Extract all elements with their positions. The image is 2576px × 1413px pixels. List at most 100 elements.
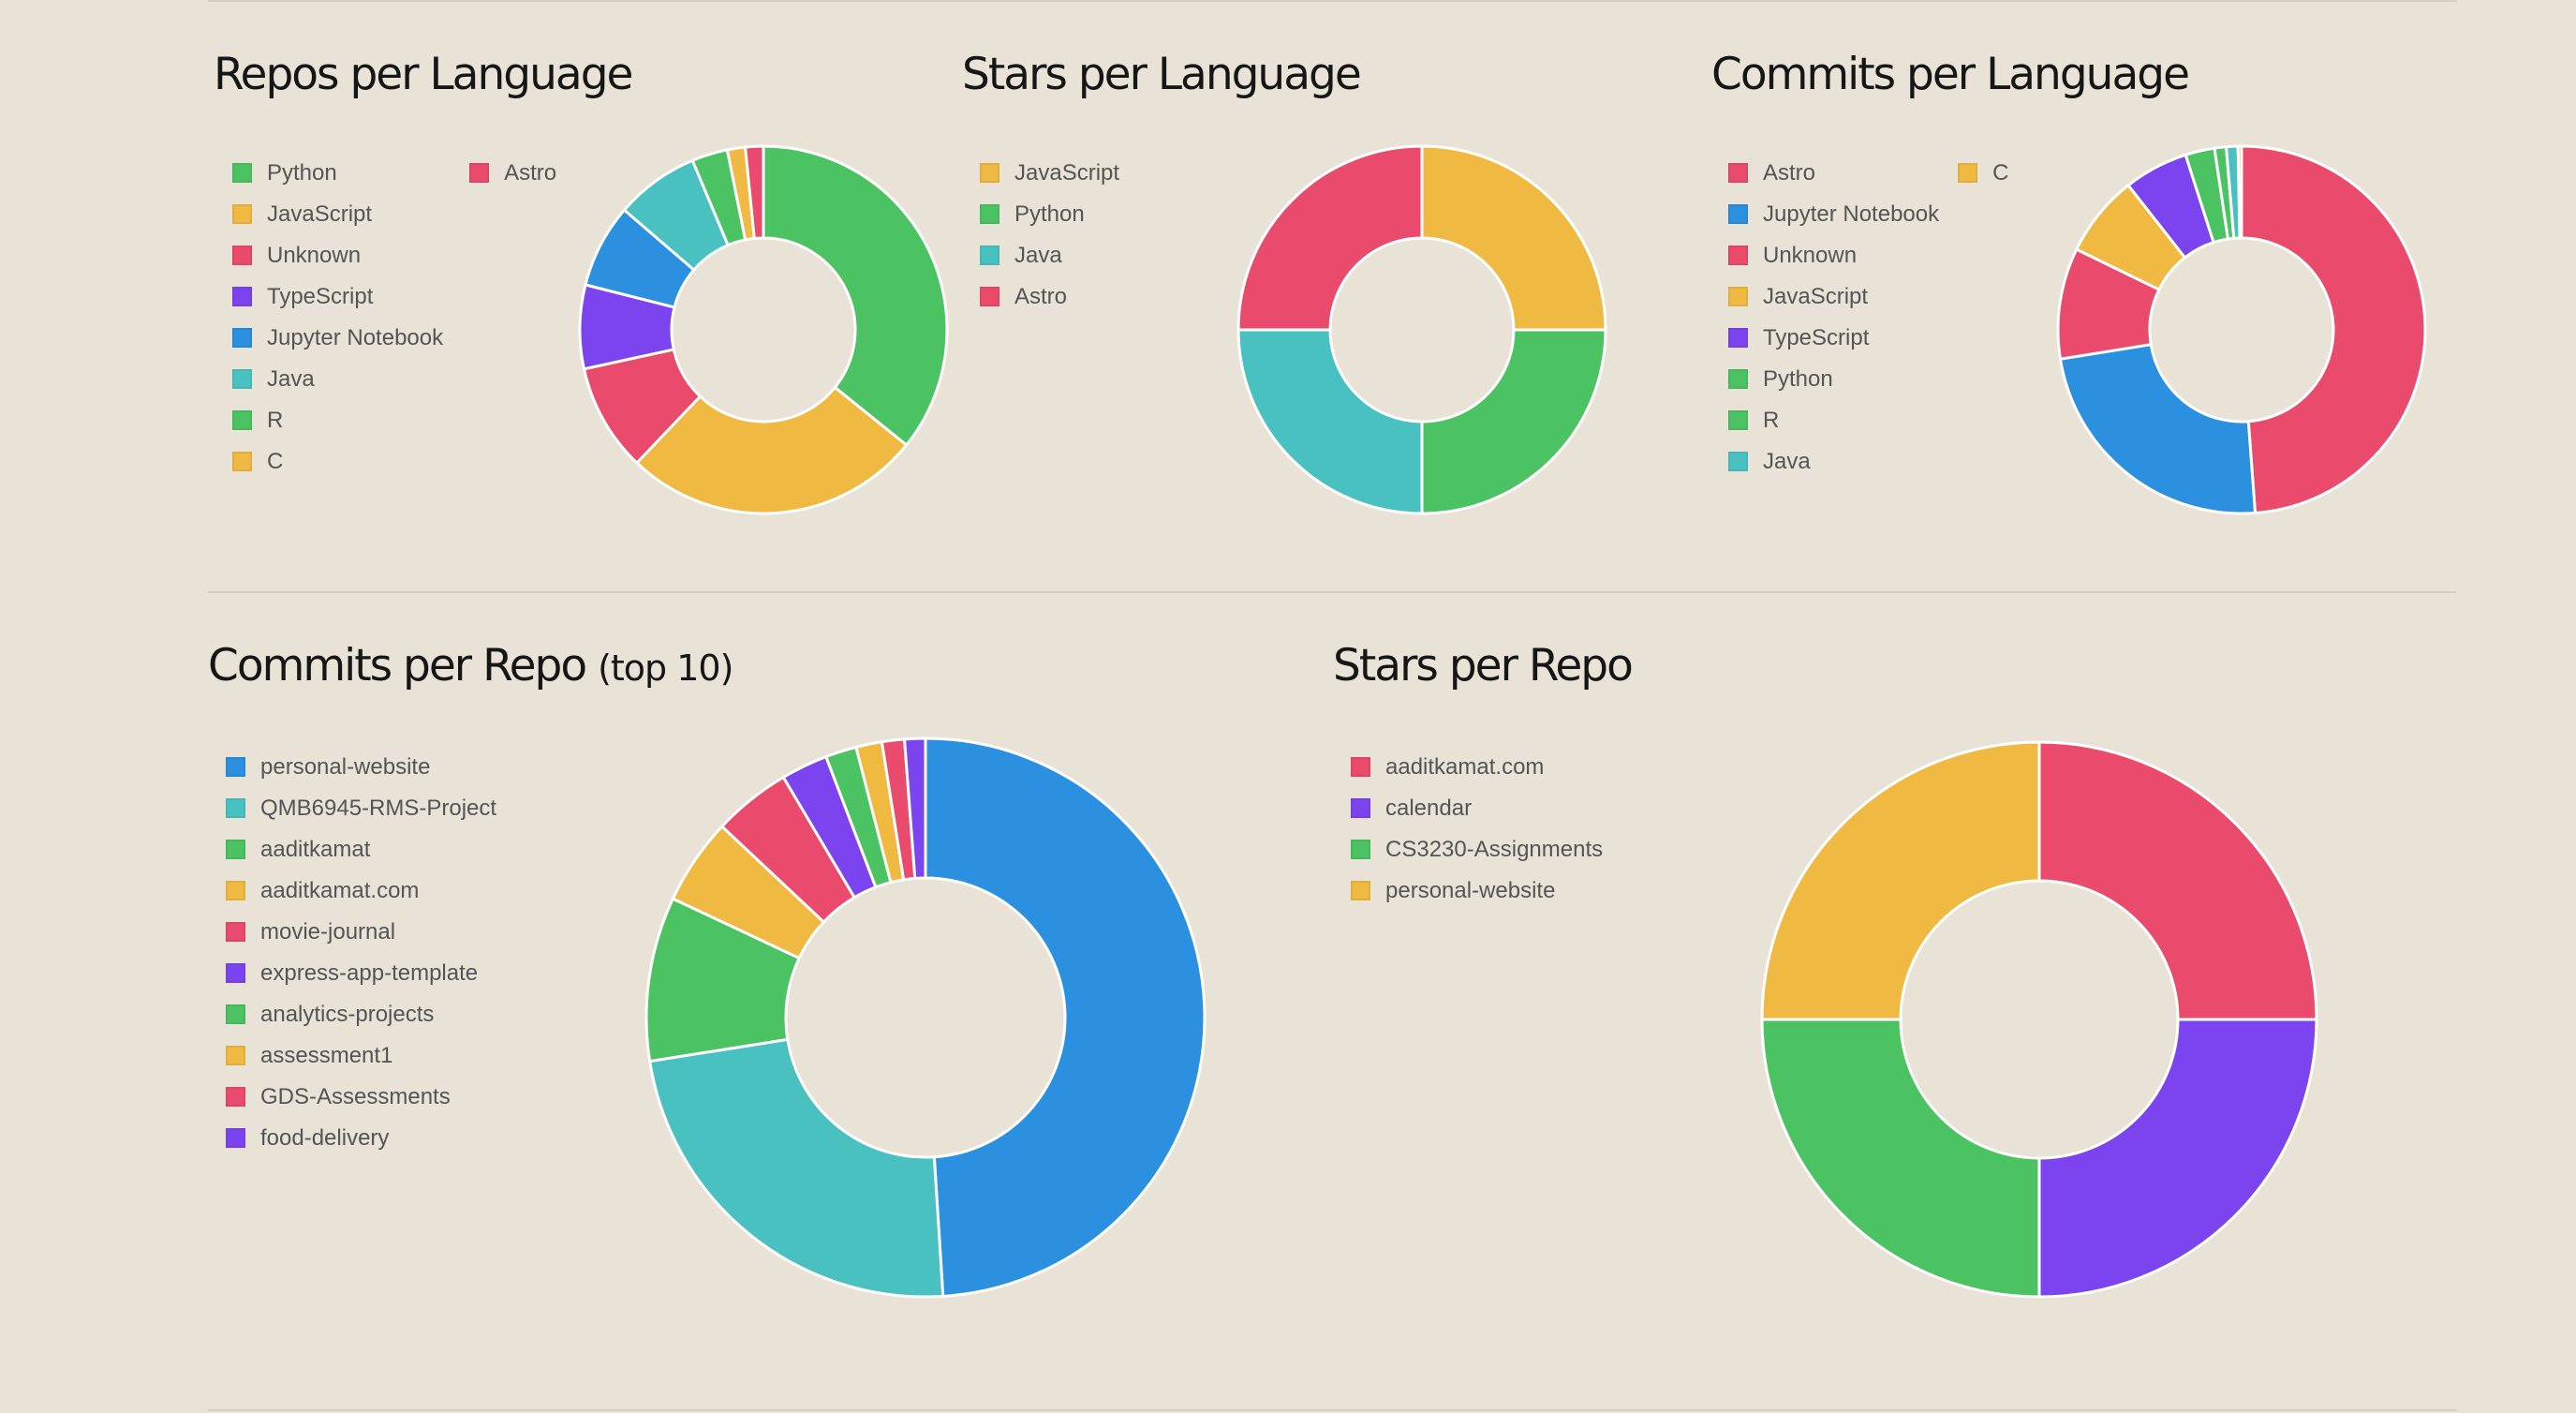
legend-item-food-delivery[interactable]: food-delivery [226,1125,496,1151]
slice-java[interactable] [1236,328,1424,515]
legend-swatch [226,1004,245,1024]
legend-item-qmb6945-rms-project[interactable]: QMB6945-RMS-Project [226,796,496,821]
legend-label: Astro [1014,283,1068,309]
legend-label: Python [1014,201,1085,227]
legend-swatch [232,204,252,224]
legend-item-python[interactable]: Python [1728,366,1939,392]
legend-swatch [1728,163,1748,183]
legend-label: R [1763,407,1780,433]
legend-swatch [232,245,252,265]
legend-item-r[interactable]: R [232,408,443,433]
slice-javascript[interactable] [635,385,909,515]
legend-item-javascript[interactable]: JavaScript [1728,284,1939,309]
legend-label: food-delivery [260,1124,390,1151]
legend-swatch [226,840,245,859]
legend-item-aaditkamat[interactable]: aaditkamat [226,837,496,862]
legend-label: aaditkamat.com [1385,753,1545,780]
slice-python[interactable] [762,144,949,447]
legend-swatch [1351,840,1370,859]
chart-legend: aaditkamat.com calendar CS3230-Assignments… [1351,754,1603,903]
slice-astro[interactable] [744,144,765,240]
legend-item-javascript[interactable]: JavaScript [232,201,443,227]
legend-item-c[interactable]: C [1958,160,2008,186]
legend-label: Python [267,159,337,186]
legend-item-typescript[interactable]: TypeScript [1728,325,1939,350]
legend-item-unknown[interactable]: Unknown [232,243,443,268]
legend-item-unknown[interactable]: Unknown [1728,243,1939,268]
slice-personal-website[interactable] [924,736,1207,1298]
legend-item-assessment1[interactable]: assessment1 [226,1043,496,1068]
slice-aaditkamat-com[interactable] [2037,740,2318,1021]
legend-item-r[interactable]: R [1728,408,1939,433]
chart-title-suffix: (top 10) [598,647,733,689]
legend-item-personal-website[interactable]: personal-website [1351,878,1603,903]
legend-item-cs3230-assignments[interactable]: CS3230-Assignments [1351,837,1603,862]
legend-swatch [980,163,999,183]
legend-item-java[interactable]: Java [980,243,1119,268]
legend-item-aaditkamat-com[interactable]: aaditkamat.com [226,878,496,903]
top-divider [208,0,2457,2]
legend-item-java[interactable]: Java [232,366,443,392]
bottom-divider [208,1409,2457,1411]
legend-item-c[interactable]: C [232,449,443,474]
legend-label: movie-journal [260,918,396,944]
legend-item-javascript[interactable]: JavaScript [980,160,1119,186]
legend-label: Java [267,365,315,392]
legend-swatch [1728,204,1748,224]
slice-personal-website[interactable] [1760,740,2041,1021]
legend-swatch [1351,757,1370,777]
slice-javascript[interactable] [1420,144,1607,332]
slice-qmb6945-rms-project[interactable] [648,1037,945,1299]
legend-swatch [226,1046,245,1065]
legend-item-astro[interactable]: Astro [469,160,556,186]
chart-title: Repos per Language [214,49,633,100]
legend-item-python[interactable]: Python [980,201,1119,227]
legend-swatch [1728,452,1748,471]
legend-item-python[interactable]: Python [232,160,443,186]
slice-cs3230-assignments[interactable] [1760,1018,2041,1299]
legend-label: Python [1763,365,1833,392]
legend-item-analytics-projects[interactable]: analytics-projects [226,1002,496,1027]
legend-swatch [226,881,245,900]
legend-swatch [232,287,252,306]
legend-item-aaditkamat-com[interactable]: aaditkamat.com [1351,754,1603,780]
slice-python[interactable] [1420,328,1607,515]
legend-item-movie-journal[interactable]: movie-journal [226,919,496,944]
legend-item-typescript[interactable]: TypeScript [232,284,443,309]
row-divider [208,591,2457,593]
slice-jupyter-notebook[interactable] [2058,343,2258,515]
legend-swatch [232,163,252,183]
chart-title: Commits per Repo (top 10) [208,640,733,692]
legend-item-express-app-template[interactable]: express-app-template [226,960,496,986]
legend-swatch [1351,881,1370,900]
legend-swatch [226,757,245,777]
legend-swatch [1728,410,1748,430]
legend-label: GDS-Assessments [260,1083,451,1109]
slice-astro[interactable] [1236,144,1424,332]
slice-astro[interactable] [2240,144,2427,514]
legend-item-gds-assessments[interactable]: GDS-Assessments [226,1084,496,1109]
legend-label: CS3230-Assignments [1385,836,1604,862]
slice-food-delivery[interactable] [903,736,927,880]
legend-item-jupyter-notebook[interactable]: Jupyter Notebook [1728,201,1939,227]
legend-label: analytics-projects [260,1001,435,1027]
legend-label: TypeScript [1763,324,1870,350]
slice-calendar[interactable] [2037,1018,2318,1299]
legend-label: Jupyter Notebook [1763,201,1940,227]
legend-item-personal-website[interactable]: personal-website [226,754,496,780]
legend-swatch [232,369,252,389]
chart-title: Stars per Repo [1333,640,1634,692]
legend-item-jupyter-notebook[interactable]: Jupyter Notebook [232,325,443,350]
legend-item-astro[interactable]: Astro [980,284,1119,309]
legend-swatch [232,328,252,348]
chart-legend: personal-website QMB6945-RMS-Project aadit… [226,754,496,1151]
legend-item-java[interactable]: Java [1728,449,1939,474]
legend-item-astro[interactable]: Astro [1728,160,1939,186]
repos-per-language-donut [578,144,949,515]
slice-c[interactable] [2236,144,2243,240]
legend-label: Java [1014,242,1062,268]
chart-title: Commits per Language [1711,49,2190,100]
legend-swatch [469,163,490,183]
legend-item-calendar[interactable]: calendar [1351,796,1603,821]
legend-swatch [980,245,999,265]
